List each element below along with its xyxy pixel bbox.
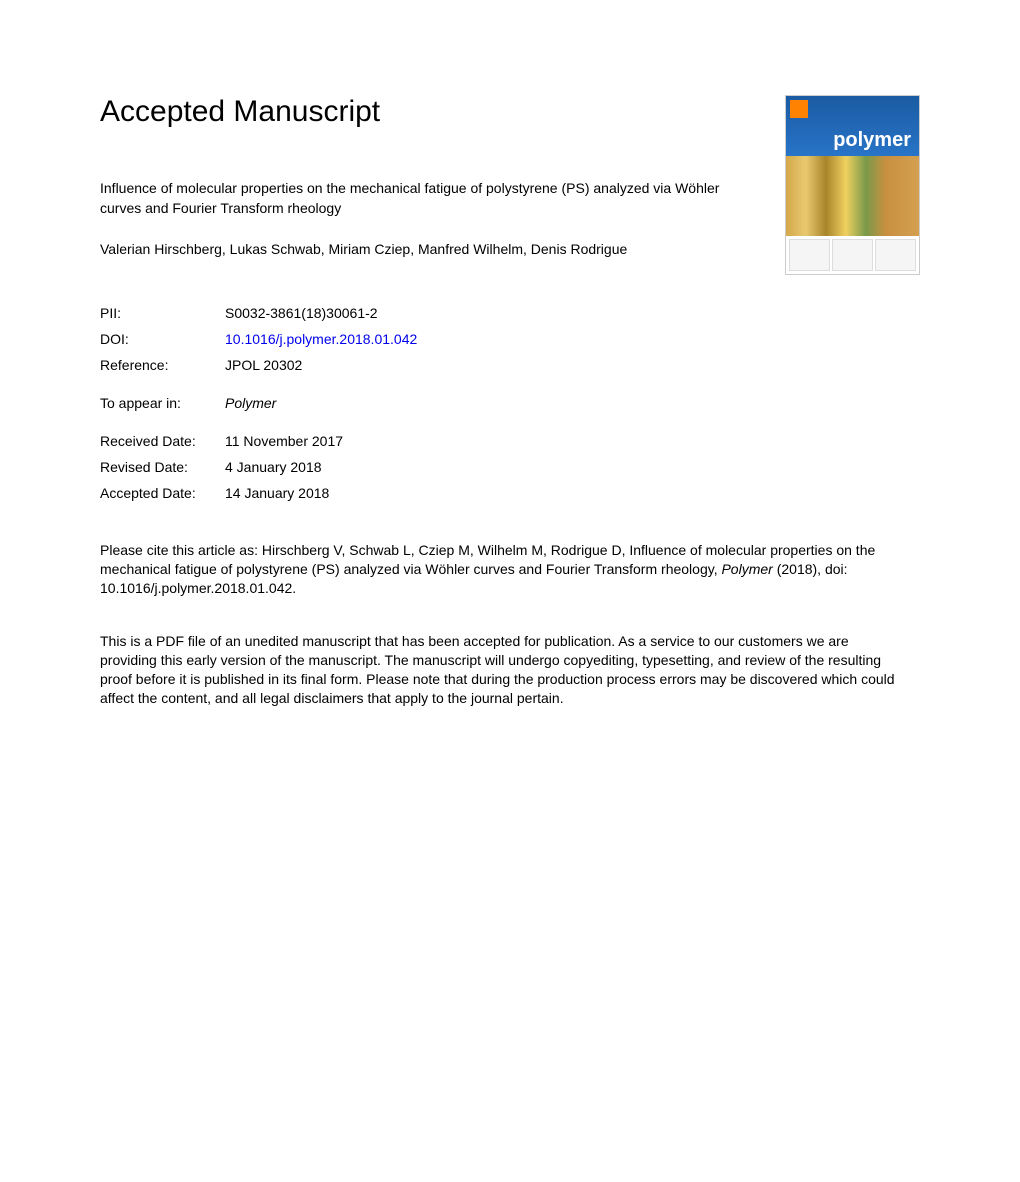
metadata-row-appear: To appear in: Polymer	[100, 395, 920, 411]
metadata-table: PII: S0032-3861(18)30061-2 DOI: 10.1016/…	[100, 305, 920, 501]
pii-value: S0032-3861(18)30061-2	[225, 305, 920, 321]
reference-value: JPOL 20302	[225, 357, 920, 373]
metadata-row-doi: DOI: 10.1016/j.polymer.2018.01.042	[100, 331, 920, 347]
spacer	[100, 529, 920, 541]
cover-bottom-panels	[786, 236, 919, 274]
metadata-row-pii: PII: S0032-3861(18)30061-2	[100, 305, 920, 321]
metadata-row-reference: Reference: JPOL 20302	[100, 357, 920, 373]
reference-label: Reference:	[100, 357, 225, 373]
spacer	[100, 421, 920, 433]
citation-journal: Polymer	[721, 561, 772, 577]
cover-header: polymer	[786, 96, 919, 156]
accepted-value: 14 January 2018	[225, 485, 920, 501]
metadata-row-accepted: Accepted Date: 14 January 2018	[100, 485, 920, 501]
header-section: Accepted Manuscript polymer Influence of…	[100, 95, 920, 260]
metadata-row-received: Received Date: 11 November 2017	[100, 433, 920, 449]
article-title: Influence of molecular properties on the…	[100, 179, 720, 218]
metadata-row-revised: Revised Date: 4 January 2018	[100, 459, 920, 475]
received-value: 11 November 2017	[225, 433, 920, 449]
journal-cover-thumbnail: polymer	[785, 95, 920, 275]
appear-label: To appear in:	[100, 395, 225, 411]
cover-panel	[832, 239, 873, 271]
cover-image-area	[786, 156, 919, 236]
received-label: Received Date:	[100, 433, 225, 449]
revised-value: 4 January 2018	[225, 459, 920, 475]
cover-journal-name: polymer	[833, 129, 911, 152]
disclaimer-text: This is a PDF file of an unedited manusc…	[100, 632, 895, 708]
doi-label: DOI:	[100, 331, 225, 347]
revised-label: Revised Date:	[100, 459, 225, 475]
appear-value: Polymer	[225, 395, 920, 411]
pii-label: PII:	[100, 305, 225, 321]
doi-link[interactable]: 10.1016/j.polymer.2018.01.042	[225, 331, 920, 347]
accepted-label: Accepted Date:	[100, 485, 225, 501]
elsevier-logo-icon	[790, 100, 808, 118]
cover-panel	[789, 239, 830, 271]
citation-text: Please cite this article as: Hirschberg …	[100, 541, 890, 598]
cover-panel	[875, 239, 916, 271]
spacer	[100, 383, 920, 395]
